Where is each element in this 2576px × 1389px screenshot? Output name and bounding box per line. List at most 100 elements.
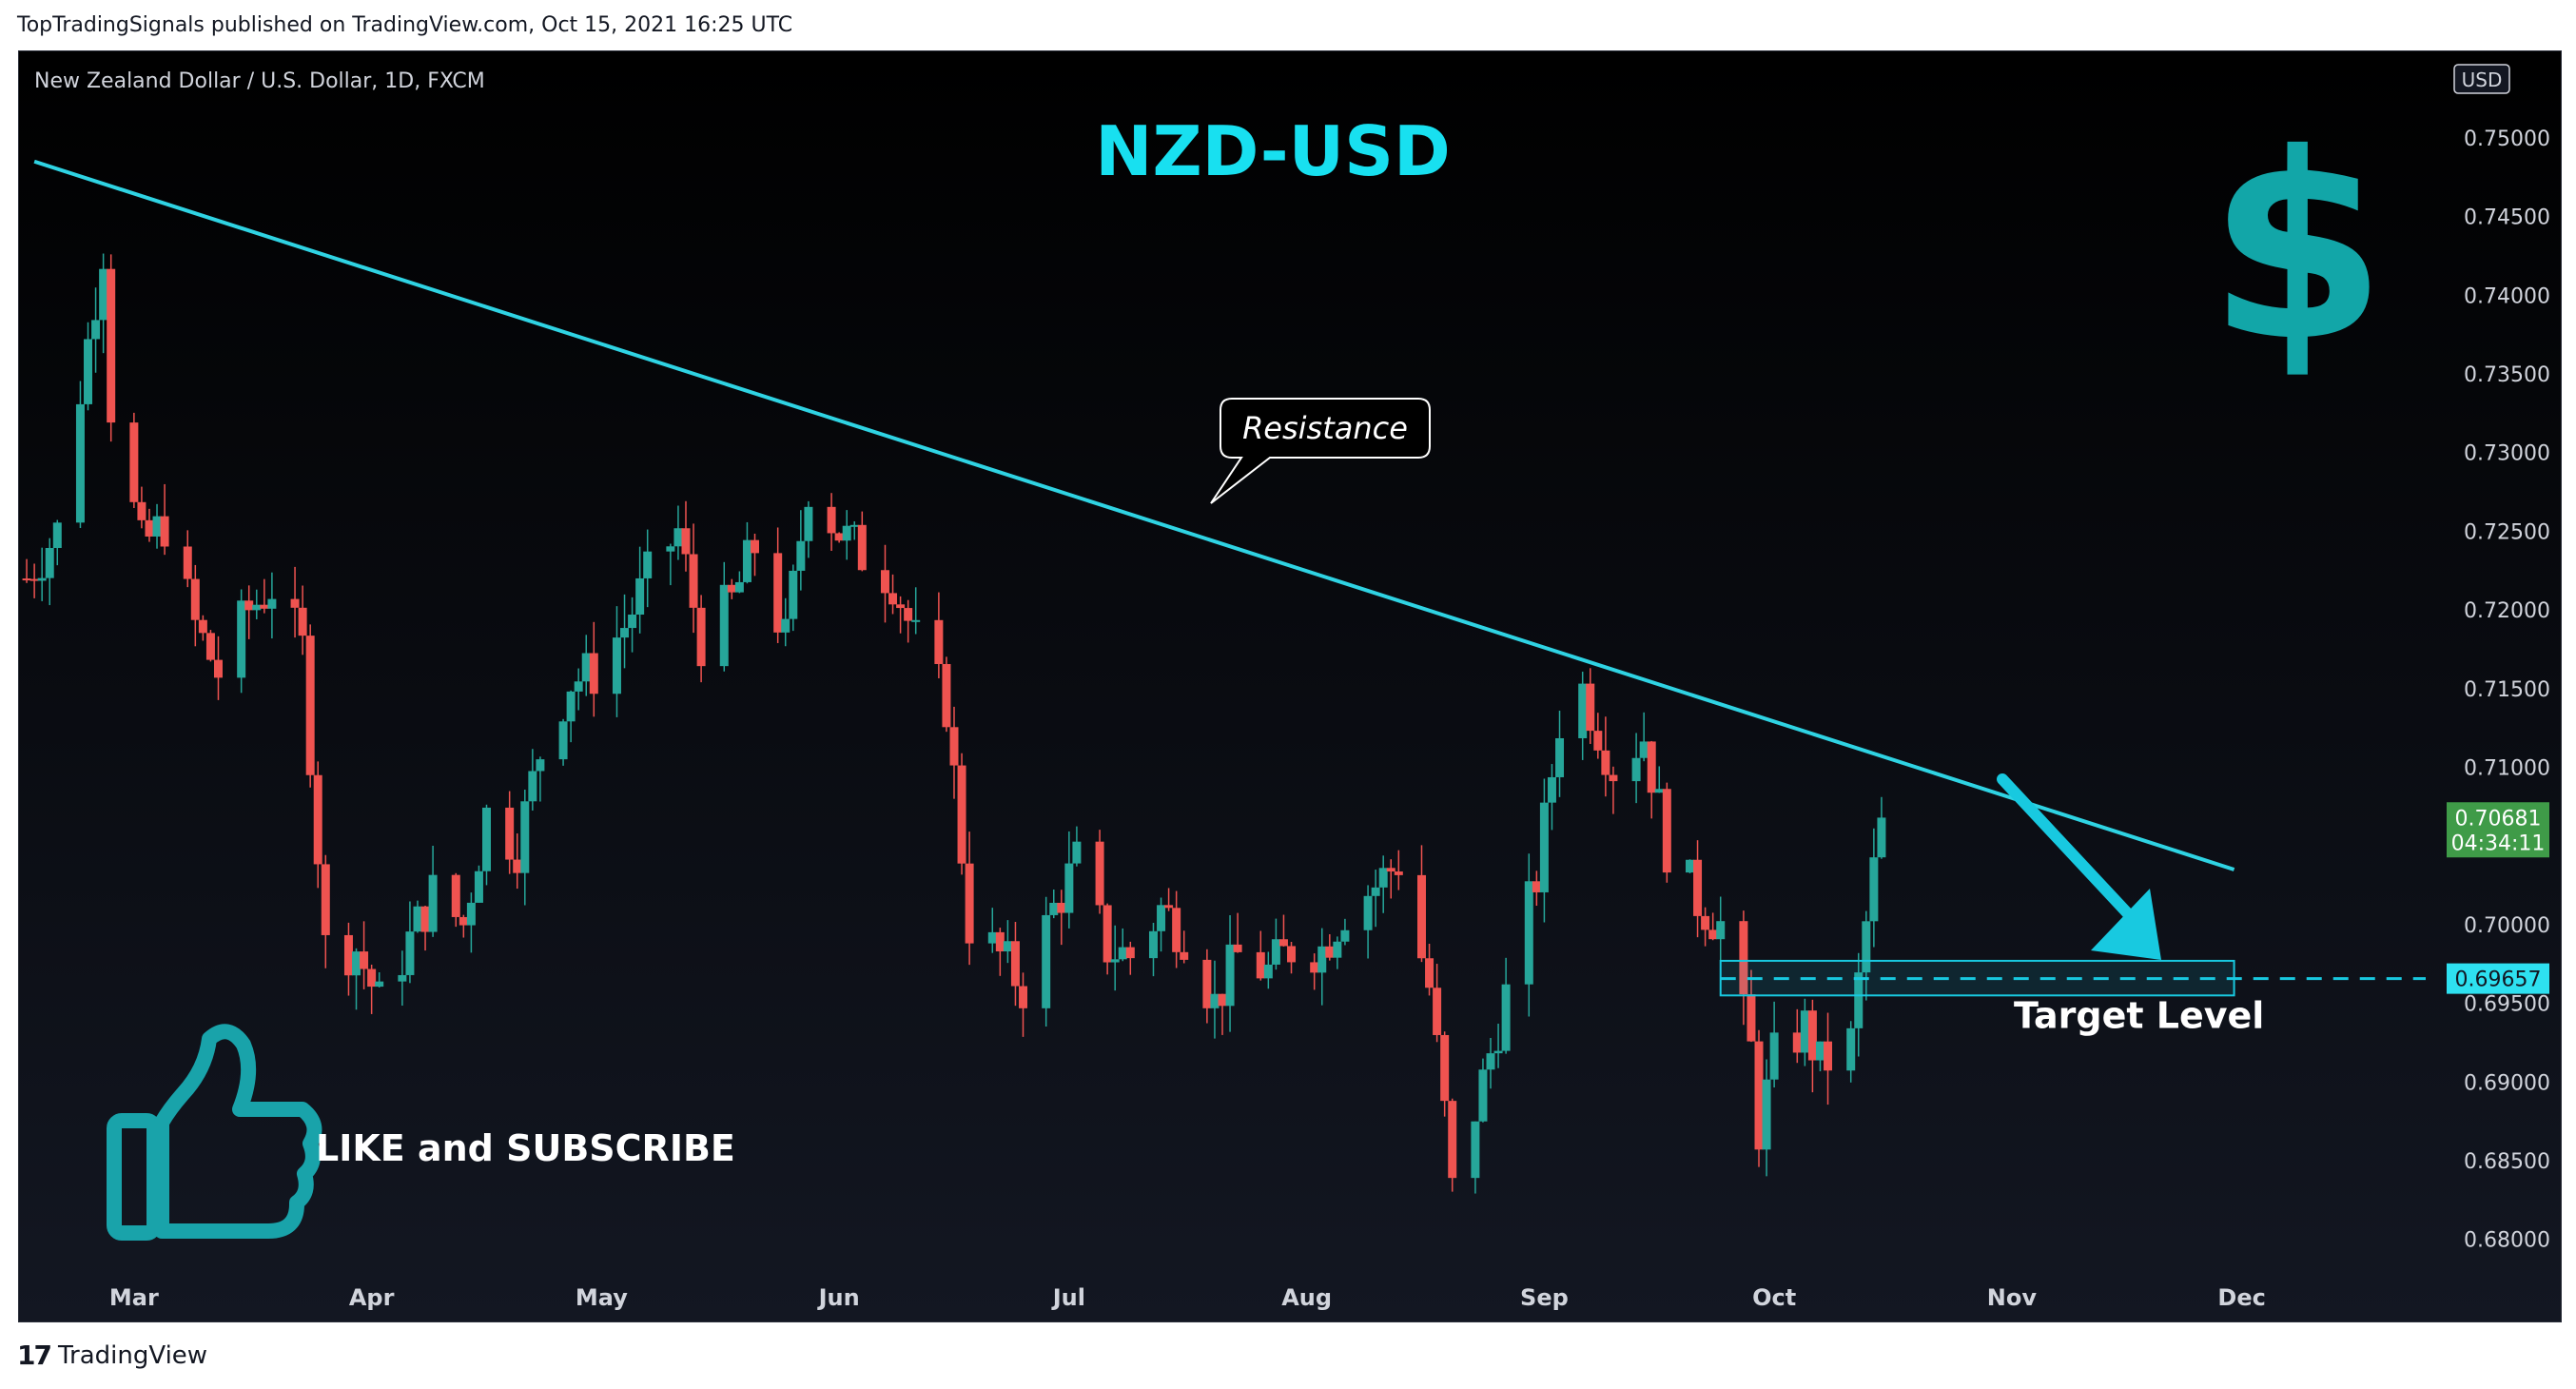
candle-down — [934, 619, 944, 664]
candle-up — [1769, 1032, 1779, 1080]
last-price-badge — [2447, 802, 2549, 858]
chart-title: NZD-USD — [1095, 111, 1451, 191]
candle-down — [751, 539, 760, 554]
candle-up — [1317, 946, 1327, 973]
trendline-group: Resistance — [33, 159, 2235, 871]
x-tick-label: Jul — [1051, 1284, 1085, 1311]
candle-down — [1792, 1032, 1802, 1053]
candle-up — [37, 577, 47, 581]
candle-up — [1363, 895, 1373, 930]
x-tick-label: Aug — [1281, 1284, 1332, 1311]
candle-up — [673, 528, 683, 547]
y-tick-label: 0.68000 — [2464, 1229, 2550, 1253]
y-tick-label: 0.73000 — [2464, 442, 2550, 466]
candle-down — [773, 553, 783, 633]
candle-down — [313, 774, 322, 865]
candle-up — [1072, 841, 1082, 864]
candle-up — [413, 906, 422, 932]
candle-down — [1256, 951, 1265, 979]
candle-down — [1601, 750, 1610, 775]
candle-down — [888, 593, 898, 605]
y-tick-label: 0.72500 — [2464, 520, 2550, 544]
candle-up — [620, 628, 630, 638]
candle-up — [796, 540, 806, 571]
candle-down — [420, 906, 430, 932]
candle-down — [1754, 1041, 1764, 1150]
candle-down — [1103, 905, 1112, 963]
candle-down — [1010, 941, 1020, 987]
y-tick-label: 0.75000 — [2464, 127, 2550, 151]
candle-up — [1064, 863, 1074, 913]
candle-down — [1693, 859, 1703, 916]
candle-up — [1869, 857, 1879, 922]
candle-up — [398, 974, 407, 982]
candle-down — [129, 422, 139, 502]
candle-up — [528, 771, 537, 802]
symbol-line: New Zealand Dollar / U.S. Dollar, 1D, FX… — [34, 69, 485, 93]
candle-down — [1287, 946, 1297, 963]
candle-down — [1662, 789, 1671, 873]
candle-up — [1225, 944, 1235, 1007]
candle-up — [1877, 817, 1886, 858]
candle-up — [1854, 972, 1864, 1028]
candle-up — [804, 506, 813, 541]
target-arrow-head — [2091, 889, 2161, 960]
candle-down — [1095, 841, 1104, 906]
candle-up — [99, 268, 108, 321]
candle-down — [244, 600, 254, 611]
candle-up — [1271, 939, 1280, 965]
candle-down — [459, 916, 468, 926]
candle-down — [1609, 774, 1618, 782]
x-tick-label: Oct — [1752, 1284, 1796, 1311]
candle-up — [466, 902, 476, 926]
candle-up — [52, 522, 62, 548]
candle-down — [513, 859, 522, 873]
candle-down — [183, 546, 192, 579]
x-tick-label: Sep — [1520, 1284, 1569, 1311]
candle-up — [566, 691, 576, 722]
candle-up — [581, 653, 591, 682]
tradingview-logo[interactable]: 17 TradingView — [17, 1340, 207, 1371]
candle-up — [612, 637, 621, 694]
candle-down — [1386, 868, 1395, 872]
candle-up — [742, 539, 751, 582]
x-tick-label: Jun — [817, 1284, 860, 1311]
candle-up — [574, 681, 583, 692]
candle-down — [1824, 1041, 1833, 1071]
candle-up — [1378, 868, 1388, 888]
candle-down — [727, 584, 736, 593]
candle-up — [1486, 1053, 1495, 1070]
candle-up — [1210, 993, 1220, 1008]
nzdusd-chart[interactable]: New Zealand Dollar / U.S. Dollar, 1D, FX… — [19, 51, 2561, 1321]
target-price-badge — [2447, 963, 2549, 994]
resistance-callout — [1210, 398, 1431, 504]
candle-down — [880, 570, 889, 594]
candle-up — [1003, 941, 1012, 952]
candle-down — [305, 636, 315, 775]
chart-frame[interactable]: New Zealand Dollar / U.S. Dollar, 1D, FX… — [18, 50, 2562, 1322]
candle-up — [375, 981, 384, 988]
candle-up — [1340, 929, 1350, 942]
candle-down — [205, 633, 215, 660]
candles — [22, 253, 1886, 1194]
candle-up — [1524, 881, 1533, 985]
candle-down — [1440, 1034, 1450, 1102]
candle-up — [849, 524, 859, 527]
candle-up — [237, 600, 246, 678]
candle-up — [1716, 921, 1726, 940]
x-tick-label: Dec — [2217, 1284, 2265, 1311]
candle-up — [84, 339, 93, 404]
candle-down — [451, 874, 460, 917]
candle-down — [949, 727, 959, 766]
x-tick-label: Nov — [1987, 1284, 2038, 1311]
currency-badge[interactable] — [2453, 64, 2510, 94]
tradingview-logo-text: TradingView — [57, 1340, 208, 1370]
candle-down — [1325, 946, 1335, 958]
candle-down — [589, 653, 598, 694]
candle-down — [942, 663, 951, 728]
candle-up — [719, 584, 729, 667]
chart-background — [19, 51, 2561, 1321]
candle-up — [558, 721, 568, 760]
candle-up — [1478, 1069, 1488, 1122]
candle-down — [22, 578, 31, 581]
